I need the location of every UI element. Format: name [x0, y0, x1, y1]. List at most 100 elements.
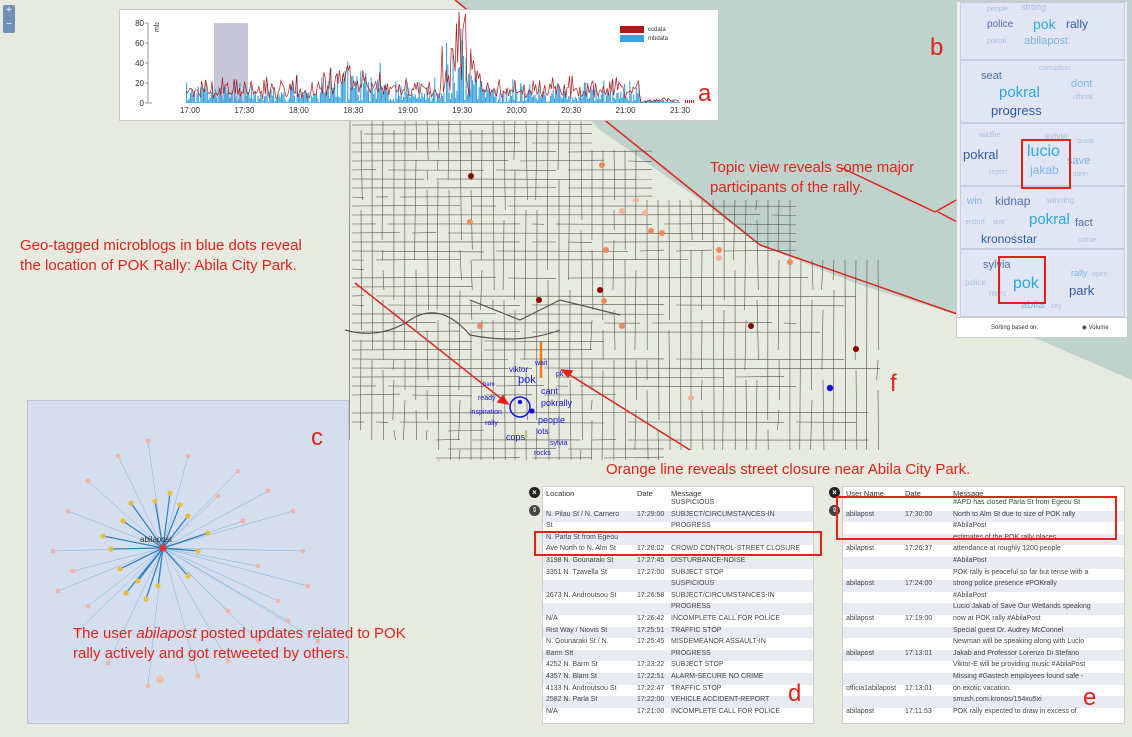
- retweet-network-panel[interactable]: abilapost: [27, 400, 349, 724]
- table-row[interactable]: 4252 N. Barm St 17:23:22 SUBJECT STOP: [543, 661, 813, 673]
- street: [668, 329, 671, 451]
- column-header[interactable]: Message: [953, 489, 984, 498]
- move-icon[interactable]: ⇕: [529, 505, 540, 516]
- mb-bar: [378, 88, 380, 103]
- table-row[interactable]: abilapost 17:19:00 now at POK rally #Abila…: [843, 615, 1124, 627]
- column-header[interactable]: Date: [637, 489, 653, 498]
- table-row[interactable]: Lucio Jakab of Save Our Wetlands speakin…: [843, 603, 1124, 615]
- table-row[interactable]: N. Pilau St / N. Carnero 17:29:00 SUBJECT/…: [543, 510, 813, 523]
- timeline-panel[interactable]: 02040608002468mbcc17:0017:3018:0018:3019…: [119, 9, 719, 121]
- mb-bar: [468, 73, 470, 103]
- mb-bar: [326, 92, 328, 103]
- table-row[interactable]: POK rally is peaceful so far but tense w…: [843, 569, 1124, 581]
- table-row[interactable]: 2582 N. Parla St 17:22:00 VEHICLE ACCIDENT…: [543, 696, 813, 708]
- table-row[interactable]: N. Gounaraki St / N. 17:25:45 MISDEMEANOR …: [543, 638, 813, 650]
- column-header[interactable]: Date: [905, 489, 921, 498]
- network-graph[interactable]: [28, 401, 350, 725]
- table-row[interactable]: #AbilaPost: [843, 592, 1124, 604]
- table-cell: SUBJECT STOP: [671, 568, 724, 576]
- table-row[interactable]: N/A 17:26:42 INCOMPLETE CALL FOR POLICE: [543, 615, 813, 627]
- timeline-chart[interactable]: 02040608002468mbcc17:0017:3018:0018:3019…: [120, 10, 720, 122]
- mb-bar: [612, 79, 614, 103]
- table-row[interactable]: SUSPICIOUS: [543, 580, 813, 592]
- table-row[interactable]: Barm Stt PROGRESS: [543, 649, 813, 662]
- column-header[interactable]: Message: [671, 489, 702, 498]
- table-cell: Lucio Jakab of Save Our Wetlands speakin…: [953, 603, 1091, 611]
- table-row[interactable]: abilapost 17:30:00 North to Alm St due to …: [843, 510, 1124, 523]
- sorting-option-volume[interactable]: Volume: [1088, 325, 1109, 331]
- street: [701, 249, 703, 311]
- table-row[interactable]: 4133 N. Androutsou St 17:22:47 TRAFFIC STO…: [543, 685, 813, 697]
- column-header[interactable]: User Name: [846, 489, 884, 498]
- table-cell: now at POK rally #AbilaPost: [953, 615, 1041, 622]
- table-cell: 4357 N. Blant St: [546, 673, 597, 680]
- table-row[interactable]: 3198 N. Gounaraki St 17:27:45 DISTURBANCE-…: [543, 557, 813, 569]
- table-row[interactable]: 3351 N. Tzavella St 17:27:00 SUBJECT STOP: [543, 569, 813, 581]
- street: [459, 119, 462, 241]
- table-row[interactable]: SUSPICIOUS: [543, 499, 813, 511]
- topic-card[interactable]: people strong police pok rally pokral ab…: [960, 2, 1125, 60]
- table-row[interactable]: abilapost 17:24:00 strong police presence …: [843, 580, 1124, 592]
- mb-bar: [626, 98, 628, 103]
- close-icon[interactable]: ×: [529, 487, 540, 498]
- table-row[interactable]: Missing #Gastech employees found safe -: [843, 673, 1124, 685]
- radio-icon[interactable]: ◉: [1081, 325, 1087, 331]
- network-node: [177, 502, 183, 508]
- table-row[interactable]: St PROGRESS: [543, 522, 813, 534]
- label-f: f: [890, 370, 897, 397]
- incident-dot: [787, 259, 793, 265]
- table-cell: INCOMPLETE CALL FOR POLICE: [671, 707, 781, 715]
- zoom-out-button[interactable]: −: [6, 19, 12, 30]
- x-tick-label: 20:30: [561, 106, 582, 115]
- table-row[interactable]: 4357 N. Blant St 17:22:51 ALARM-SECURE NO …: [543, 673, 813, 685]
- topic-word: sylvia: [1045, 131, 1068, 141]
- main-road: [469, 299, 621, 321]
- topic-card[interactable]: corruption seat dont pokral official pro…: [960, 60, 1125, 123]
- close-icon[interactable]: ×: [829, 487, 840, 498]
- table-row[interactable]: N/A 17:21:00 INCOMPLETE CALL FOR POLICE: [543, 708, 813, 720]
- table-row[interactable]: Newman will be speaking along with Lucio: [843, 638, 1124, 650]
- table-row[interactable]: #APD has closed Parla St from Egeou St: [843, 499, 1124, 511]
- network-edge: [145, 547, 164, 600]
- incident-dot: [536, 297, 542, 303]
- table-row[interactable]: abilapost 17:11:53 POK rally expected to d…: [843, 708, 1124, 720]
- table-row[interactable]: Ave North to N. Alm St 17:28:02 CROWD CONT…: [543, 545, 813, 557]
- mb-bar: [195, 102, 197, 103]
- table-cell: SUBJECT STOP: [671, 661, 724, 669]
- topic-card[interactable]: win kidnap winning pokral fact endort ai…: [960, 186, 1125, 249]
- table-row[interactable]: Viktor-E will be providing music #AbilaP…: [843, 661, 1124, 673]
- mb-bar: [260, 93, 262, 103]
- table-row[interactable]: Special guest Dr. Audrey McConnel: [843, 626, 1124, 639]
- mb-bar: [555, 86, 557, 103]
- column-header[interactable]: Location: [546, 489, 575, 498]
- x-tick-label: 18:00: [289, 106, 310, 115]
- zoom-control[interactable]: + −: [3, 5, 15, 33]
- table-row[interactable]: PROGRESS: [543, 603, 813, 615]
- table-row[interactable]: #AbilaPost: [843, 557, 1124, 569]
- table-row[interactable]: abilapost 17:13:01 Jakab and Professor Lor…: [843, 649, 1124, 662]
- network-edge: [162, 547, 309, 587]
- topic-view-panel[interactable]: people strong police pok rally pokral ab…: [956, 1, 1128, 338]
- network-edge: [162, 547, 279, 602]
- mb-bar: [420, 98, 422, 103]
- table-row[interactable]: smush.com.kronos/154xu5xi: [843, 696, 1124, 708]
- police-report-table[interactable]: Location Date Message SUSPICIOUS N. Pilau…: [542, 486, 814, 724]
- table-row[interactable]: #AbilaPost: [843, 522, 1124, 534]
- mb-bar: [431, 98, 433, 103]
- mb-bar: [375, 98, 377, 103]
- mb-bar: [200, 87, 202, 103]
- table-row[interactable]: abilapost 17:26:37 attendance at roughly 1…: [843, 545, 1124, 557]
- table-row[interactable]: officia1abilapost 17:13:01 on exotic vacat…: [843, 685, 1124, 697]
- mb-bar: [589, 97, 591, 103]
- topic-card[interactable]: wildfire sylvia quote pokral lucio save …: [960, 123, 1125, 186]
- mb-bar: [503, 91, 505, 103]
- topic-word: corruption: [1039, 65, 1071, 72]
- zoom-in-button[interactable]: +: [6, 5, 12, 16]
- table-row[interactable]: 2673 N. Androutsou St 17:26:58 SUBJECT/CIR…: [543, 592, 813, 604]
- network-node: [315, 638, 321, 644]
- move-icon[interactable]: ⇕: [829, 505, 840, 516]
- table-row[interactable]: Rist Way / Niovis St 17:25:51 TRAFFIC STOP: [543, 626, 813, 639]
- table-row[interactable]: N. Parla St from Egeou: [543, 533, 813, 546]
- topic-card[interactable]: sylvia rally open police pok park abila …: [960, 249, 1125, 317]
- mb-bar: [674, 102, 676, 103]
